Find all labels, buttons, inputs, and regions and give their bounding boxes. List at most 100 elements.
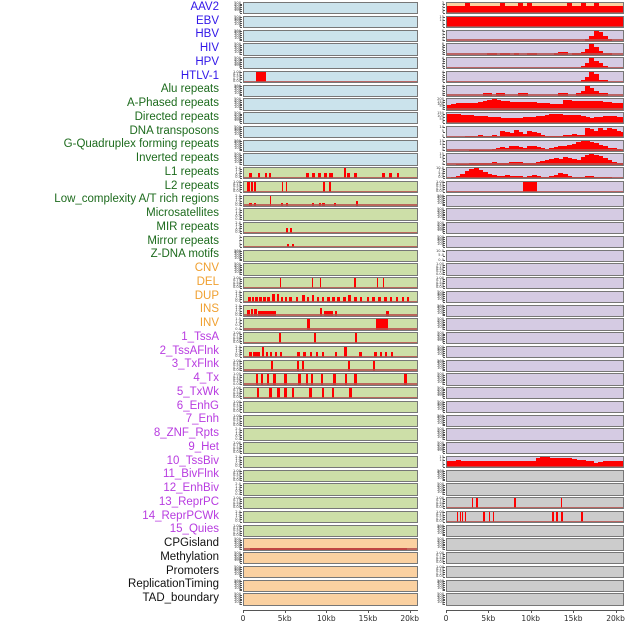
- ytick-label: 0: [442, 203, 444, 208]
- ytick-mark: [240, 306, 242, 308]
- ytick-mark: [443, 51, 445, 53]
- ytick-mark: [240, 581, 242, 583]
- ytick-mark: [443, 313, 445, 315]
- ytick-mark: [443, 433, 445, 435]
- ytick-label: 5: [442, 21, 444, 26]
- ytick-label: 0.25: [435, 283, 444, 287]
- ytick-mark: [443, 349, 445, 351]
- track-right-7-enh: [446, 414, 624, 427]
- ytick-label: 0: [239, 66, 241, 70]
- ytick-mark: [240, 374, 242, 376]
- ytick-mark: [240, 223, 242, 225]
- track-left-5-txwk: [243, 387, 418, 400]
- ytick-mark: [240, 368, 242, 370]
- ytick-mark: [443, 514, 445, 516]
- profile-bin: [522, 101, 528, 110]
- track-left-mirror-repeats: [243, 235, 418, 249]
- ytick-label: 5: [442, 461, 444, 466]
- yaxis-ticks-left-34: 1.00 0.75 0.50 0.25 0.00: [226, 469, 242, 482]
- ytick-mark: [443, 486, 445, 488]
- ytick-mark: [240, 246, 242, 248]
- ytick-mark: [240, 588, 242, 590]
- ytick-label: 1.0: [235, 198, 241, 203]
- data-bar: [280, 296, 284, 303]
- track-right-cnv: [446, 263, 624, 276]
- data-bar: [359, 296, 363, 303]
- ytick-label: 500: [234, 152, 241, 157]
- ytick-label: 0.25: [232, 283, 241, 287]
- profile-bin: [522, 117, 528, 124]
- track-left-10-tssbiv: [243, 455, 418, 469]
- profile-bin: [620, 16, 623, 28]
- xtick-mark: [530, 610, 532, 613]
- ytick-label: 2.0: [235, 303, 241, 308]
- profile-bin: [620, 461, 623, 468]
- data-bar: [324, 310, 334, 316]
- ytick-label: 1.5: [235, 457, 241, 462]
- profile-bin: [576, 6, 582, 14]
- ytick-label: 300: [234, 554, 241, 559]
- ytick-mark: [443, 588, 445, 590]
- ytick-mark: [443, 203, 445, 205]
- ytick-label: 10: [439, 457, 444, 462]
- profile-bin: [580, 157, 586, 165]
- ytick-label: 0.50: [232, 280, 241, 285]
- yaxis-ticks-left-27: 1.00 0.75 0.50 0.25 0.00: [226, 373, 242, 385]
- track-left-8-znf-rpts: [243, 428, 418, 441]
- profile-bin: [571, 459, 577, 468]
- track-baseline: [244, 300, 417, 303]
- ytick-label: 5: [442, 159, 444, 163]
- ytick-label: 400: [234, 30, 241, 35]
- ytick-mark: [240, 258, 242, 260]
- row-label-inverted-repeats: Inverted repeats: [135, 152, 219, 165]
- profile-bin: [593, 30, 599, 41]
- ytick-mark: [443, 191, 445, 193]
- track-left-hiv: [243, 43, 418, 56]
- ytick-label: 200: [234, 20, 241, 25]
- ytick-mark: [443, 292, 445, 294]
- ytick-mark: [443, 40, 445, 42]
- ytick-mark: [443, 494, 445, 496]
- ytick-label: 0: [442, 327, 444, 332]
- ytick-mark: [240, 517, 242, 519]
- ytick-label: 400: [437, 429, 444, 434]
- ytick-mark: [443, 209, 445, 211]
- ytick-label: 100: [234, 269, 241, 274]
- ytick-mark: [240, 219, 242, 221]
- ytick-mark: [240, 228, 242, 230]
- profile-bin: [469, 169, 475, 179]
- ytick-mark: [443, 567, 445, 569]
- ytick-mark: [240, 466, 242, 468]
- ytick-mark: [443, 384, 445, 386]
- ytick-mark: [240, 450, 242, 452]
- profile-bin: [576, 101, 582, 110]
- ytick-mark: [240, 507, 242, 509]
- track-left-11-bivflnk: [243, 469, 418, 482]
- data-bar: [346, 173, 350, 179]
- ytick-mark: [443, 49, 445, 51]
- ytick-mark: [240, 26, 242, 28]
- data-bar: [355, 200, 359, 206]
- ytick-mark: [443, 136, 445, 138]
- profile-bin: [513, 6, 519, 14]
- yaxis-ticks-right-5: 43210: [429, 70, 445, 83]
- data-bar: [284, 374, 287, 385]
- ytick-mark: [240, 338, 242, 340]
- ytick-mark: [443, 95, 445, 97]
- ytick-label: 1.00: [435, 564, 444, 569]
- ytick-mark: [240, 436, 242, 438]
- profile-bin: [527, 101, 533, 110]
- ytick-label: 0.0: [235, 312, 241, 317]
- track-right-replicationtiming: [446, 579, 624, 592]
- ytick-label: 15: [439, 14, 444, 19]
- ytick-label: 0.0: [438, 257, 444, 262]
- ytick-label: 300: [437, 582, 444, 587]
- profile-bin: [473, 461, 479, 468]
- ytick-label: 500: [437, 358, 444, 363]
- data-bar: [459, 511, 461, 523]
